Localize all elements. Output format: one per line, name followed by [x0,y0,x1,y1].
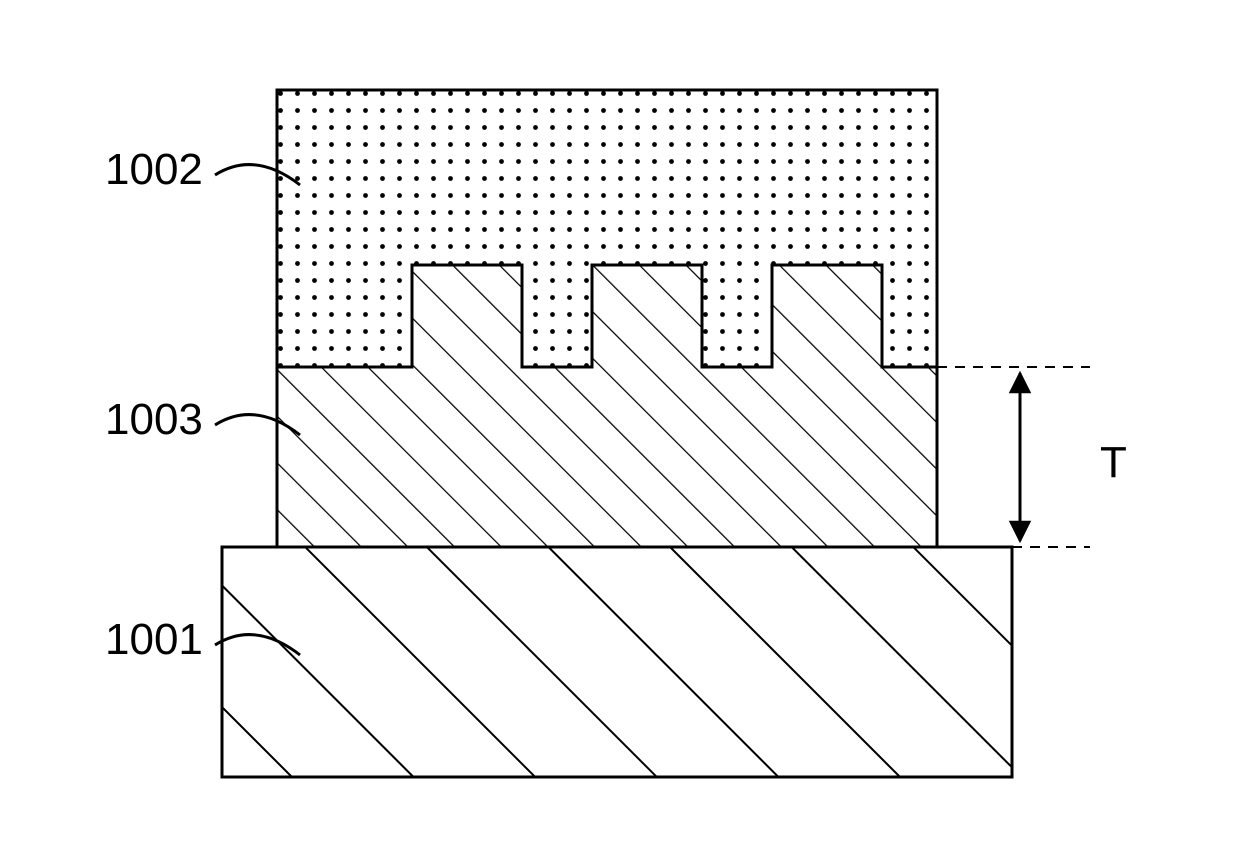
ref-label-1002: 1002 [105,145,203,195]
thickness-label-T: T [1100,438,1127,488]
ref-label-1003: 1003 [105,395,203,445]
figure-stage: { "figure": { "type": "diagram", "canvas… [0,0,1241,858]
substrate-layer [222,547,1012,777]
ref-label-1001: 1001 [105,615,203,665]
